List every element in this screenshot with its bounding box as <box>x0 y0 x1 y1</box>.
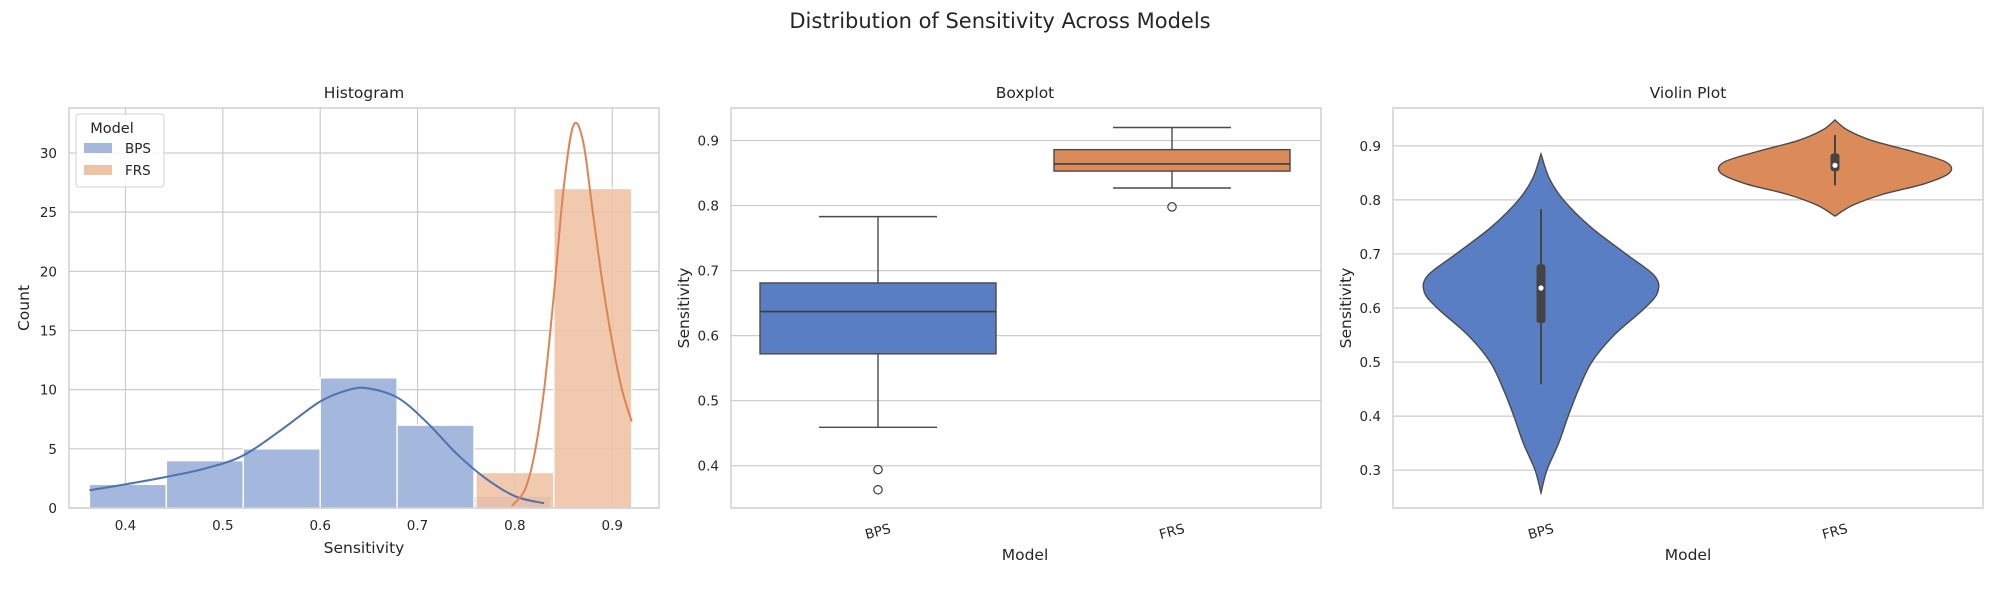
boxplot-xtick-label: FRS <box>1158 521 1187 543</box>
boxplot-frame <box>730 107 1322 509</box>
outlier-bps <box>873 484 883 495</box>
violin-xtick-label: FRS <box>1821 521 1850 543</box>
legend-label-frs: FRS <box>125 163 151 179</box>
histogram-xtick-label: 0.8 <box>504 518 525 534</box>
histogram-ytick-label: 0 <box>48 501 57 517</box>
histogram-xtick-label: 0.9 <box>602 518 623 534</box>
violin-ytick-label: 0.6 <box>1360 301 1381 317</box>
violin-ytick-label: 0.3 <box>1360 463 1381 479</box>
violin-xlabel: Model <box>1665 546 1712 564</box>
histogram-frame <box>68 107 660 509</box>
violin-median-bps <box>1538 285 1544 291</box>
violin-ytick-label: 0.5 <box>1360 355 1381 371</box>
boxplot-tick-labels: 0.4 0.5 0.6 0.7 0.8 0.9 BPS FRS <box>698 134 1187 544</box>
boxplot-ytick-label: 0.7 <box>698 264 719 280</box>
boxplot-ytick-label: 0.6 <box>698 329 719 345</box>
histogram-xtick-label: 0.4 <box>115 518 136 534</box>
violin-ytick-label: 0.8 <box>1360 193 1381 209</box>
violin-ytick-label: 0.9 <box>1360 139 1381 155</box>
histogram-panel: Histogram 0.4 0.5 0.6 0.7 0.8 0.9 0 5 10 15 20 25 30… <box>15 84 660 557</box>
histogram-legend: Model BPS FRS <box>75 113 165 188</box>
outlier-frs <box>1167 202 1177 212</box>
boxplot-panel: Boxplot 0.4 0.5 0.6 0.7 0.8 0.9 BPS FRS Model S… <box>675 84 1322 564</box>
histogram-bars <box>88 187 633 509</box>
violin-xtick-label: BPS <box>1526 521 1555 543</box>
violin-median-frs <box>1832 162 1838 168</box>
violin-iqr-box-frs <box>1830 153 1840 172</box>
histogram-title: Histogram <box>324 84 404 102</box>
histogram-ytick-label: 10 <box>40 383 57 399</box>
violin-shapes <box>1422 118 1953 496</box>
legend-title: Model <box>90 121 134 137</box>
histogram-ytick-label: 5 <box>48 442 57 458</box>
boxplot-xlabel: Model <box>1002 546 1049 564</box>
legend-swatch-frs <box>84 165 112 175</box>
boxplot-ytick-label: 0.4 <box>698 459 719 475</box>
histogram-ytick-label: 20 <box>40 264 57 280</box>
histogram-xtick-label: 0.5 <box>212 518 233 534</box>
boxplot-ytick-label: 0.9 <box>698 134 719 150</box>
kde-curve-frs <box>511 121 633 507</box>
histogram-tick-labels: 0.4 0.5 0.6 0.7 0.8 0.9 0 5 10 15 20 25 30 <box>40 146 623 534</box>
histogram-ytick-label: 15 <box>40 323 57 339</box>
box-frs <box>1053 148 1291 172</box>
legend-swatch-bps <box>84 143 112 153</box>
histogram-kde-curves <box>89 121 633 507</box>
violin-tick-labels: 0.3 0.4 0.5 0.6 0.7 0.8 0.9 BPS FRS <box>1360 139 1850 543</box>
histogram-bar-frs <box>553 187 633 509</box>
histogram-ylabel: Count <box>15 285 33 331</box>
kde-curve-bps <box>89 386 545 505</box>
boxplot-title: Boxplot <box>996 84 1055 102</box>
histogram-bar-bps <box>396 424 475 509</box>
box-bps <box>759 282 997 355</box>
violin-ytick-label: 0.4 <box>1360 409 1381 425</box>
boxplot-xtick-label: BPS <box>863 521 892 543</box>
outlier-bps <box>873 464 883 475</box>
histogram-bar-bps <box>319 377 398 509</box>
boxplot-ytick-label: 0.5 <box>698 394 719 410</box>
histogram-ytick-label: 25 <box>40 205 57 221</box>
boxplot-ytick-label: 0.8 <box>698 199 719 215</box>
boxplot-boxes <box>759 126 1291 495</box>
legend-label-bps: BPS <box>125 141 151 157</box>
violin-ylabel: Sensitivity <box>1337 268 1355 349</box>
histogram-xlabel: Sensitivity <box>324 539 405 557</box>
violin-iqr-box-bps <box>1536 264 1546 324</box>
histogram-bar-bps <box>242 448 321 509</box>
boxplot-ylabel: Sensitivity <box>675 268 693 349</box>
violin-ytick-label: 0.7 <box>1360 247 1381 263</box>
histogram-xtick-label: 0.6 <box>309 518 330 534</box>
violin-frame <box>1392 107 1984 509</box>
violin-title: Violin Plot <box>1650 84 1727 102</box>
histogram-ytick-label: 30 <box>40 146 57 162</box>
violin-gridlines <box>1393 145 1983 471</box>
figure-title: Distribution of Sensitivity Across Model… <box>789 9 1210 33</box>
histogram-xtick-label: 0.7 <box>407 518 428 534</box>
